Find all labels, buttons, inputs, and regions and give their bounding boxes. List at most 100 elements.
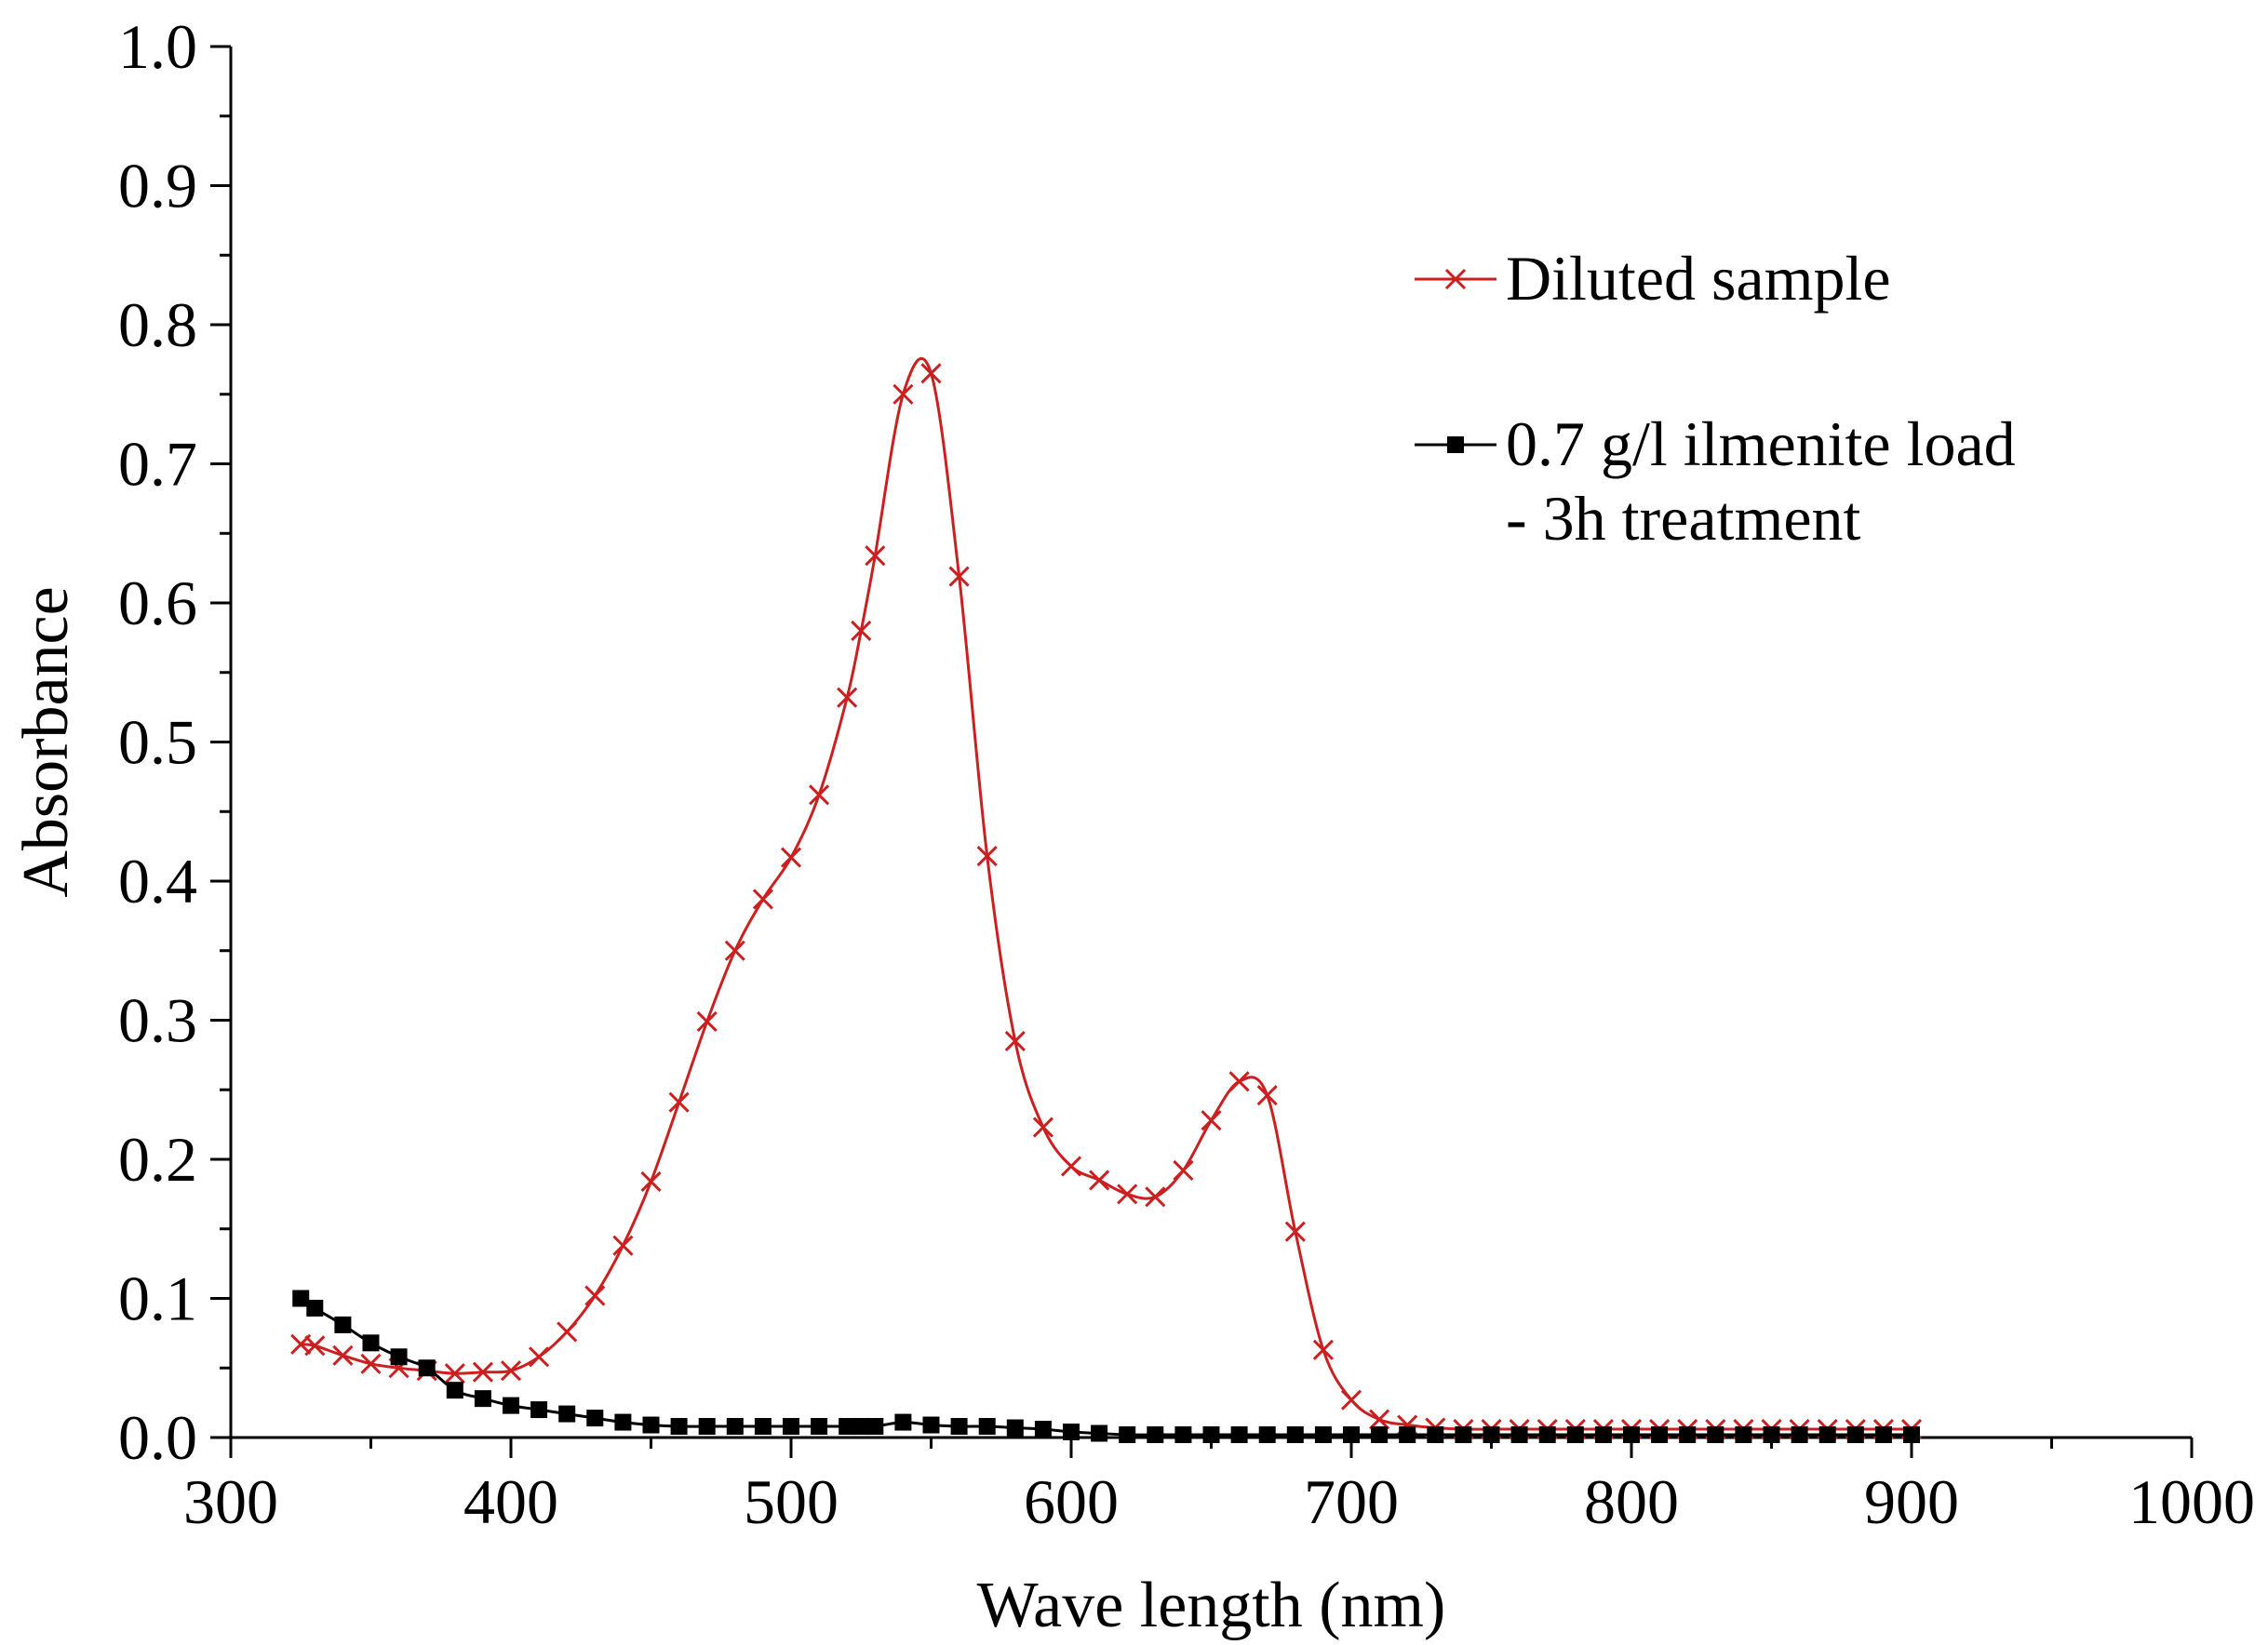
x-marker-point-stroke xyxy=(1228,1071,1250,1092)
x-marker-point-stroke xyxy=(837,687,858,708)
y-tick-label: 0.6 xyxy=(118,568,197,638)
x-marker-point-stroke xyxy=(1256,1085,1278,1106)
square-marker-point xyxy=(811,1418,828,1436)
x-marker-point-stroke xyxy=(948,566,970,587)
x-tick-label: 1000 xyxy=(2128,1466,2255,1537)
legend-label-ilmenite-line1: 0.7 g/l ilmenite load xyxy=(1506,408,2016,479)
square-marker-point xyxy=(614,1413,632,1431)
square-marker-point xyxy=(1258,1426,1276,1444)
x-marker-point-stroke xyxy=(1060,1156,1082,1177)
x-marker-point-stroke xyxy=(1032,1117,1053,1138)
square-marker-point xyxy=(1371,1426,1389,1444)
square-marker-point xyxy=(852,1418,870,1436)
x-marker-point xyxy=(640,1170,662,1192)
x-marker-point-stroke xyxy=(332,1344,354,1366)
x-marker-point-stroke xyxy=(1145,1186,1166,1208)
y-tick-label: 0.8 xyxy=(118,289,197,360)
x-marker-point xyxy=(1117,1184,1138,1205)
square-marker-point xyxy=(1623,1426,1640,1444)
square-marker-point xyxy=(894,1413,912,1431)
legend-x-marker xyxy=(1444,268,1467,290)
y-axis-title: Absorbance xyxy=(10,586,82,897)
x-marker-point xyxy=(851,620,872,641)
square-marker-point xyxy=(1679,1426,1697,1444)
x-marker-point-stroke xyxy=(1089,1170,1110,1191)
x-marker-point xyxy=(1340,1389,1362,1411)
square-marker-point xyxy=(978,1418,996,1436)
x-marker-point-stroke xyxy=(920,363,942,384)
square-marker-point xyxy=(446,1382,463,1399)
square-marker-point xyxy=(726,1418,744,1436)
square-marker-point xyxy=(1427,1426,1444,1444)
square-marker-point xyxy=(1538,1426,1556,1444)
x-marker-point xyxy=(332,1344,354,1366)
square-marker-point xyxy=(754,1418,772,1436)
square-marker-point xyxy=(1735,1426,1752,1444)
x-marker-point xyxy=(304,1335,326,1357)
x-marker-point-stroke xyxy=(1284,1221,1306,1242)
x-marker-point xyxy=(1312,1339,1334,1360)
x-marker-point-stroke xyxy=(360,1353,382,1374)
series-ilmenite-load xyxy=(292,1290,1920,1444)
x-marker-point-stroke xyxy=(304,1335,326,1357)
x-marker-point xyxy=(1173,1159,1194,1182)
square-marker-point xyxy=(530,1401,548,1419)
y-tick-label: 0.9 xyxy=(118,151,197,221)
x-axis-title: Wave length (nm) xyxy=(977,1570,1446,1641)
y-tick-label: 0.1 xyxy=(118,1264,197,1334)
x-marker-point xyxy=(1284,1221,1306,1242)
square-marker-point xyxy=(1594,1426,1612,1444)
x-marker-point xyxy=(668,1091,690,1113)
x-marker-point xyxy=(529,1346,550,1368)
y-tick-label: 0.4 xyxy=(118,846,197,916)
square-marker-point xyxy=(922,1416,940,1434)
square-marker-point xyxy=(1174,1426,1192,1444)
square-marker-point xyxy=(1903,1426,1920,1444)
square-marker-point xyxy=(1091,1424,1108,1442)
x-marker-point xyxy=(976,846,998,867)
x-marker-point xyxy=(1004,1030,1026,1051)
x-marker-point xyxy=(1032,1117,1053,1138)
square-marker-point xyxy=(866,1418,884,1436)
square-marker-point xyxy=(362,1334,380,1352)
y-tick-label: 0.5 xyxy=(118,707,197,778)
plot-series xyxy=(290,357,1923,1444)
x-marker-point xyxy=(837,687,858,708)
y-tick-label: 0.7 xyxy=(118,429,197,500)
square-marker-point xyxy=(1818,1426,1836,1444)
x-marker-point xyxy=(557,1321,578,1343)
x-marker-point xyxy=(696,1010,718,1033)
x-marker-point xyxy=(444,1363,465,1384)
x-marker-point-stroke xyxy=(1117,1184,1138,1205)
square-marker-point xyxy=(1147,1426,1164,1444)
x-marker-point xyxy=(1089,1170,1110,1191)
x-marker-point-stroke xyxy=(1201,1110,1222,1131)
square-marker-point xyxy=(390,1348,408,1366)
square-marker-point xyxy=(698,1418,716,1436)
square-marker-point xyxy=(1399,1426,1416,1444)
square-marker-point xyxy=(950,1418,968,1436)
square-marker-point xyxy=(1343,1426,1360,1444)
x-tick-label: 400 xyxy=(463,1466,558,1537)
x-marker-point xyxy=(612,1235,634,1256)
square-marker-point xyxy=(1874,1426,1892,1444)
y-tick-label: 1.0 xyxy=(118,11,197,82)
x-marker-point-stroke xyxy=(696,1010,718,1033)
y-tick-label: 0.0 xyxy=(118,1402,197,1473)
x-marker-point xyxy=(752,889,773,910)
x-marker-point xyxy=(1060,1156,1082,1177)
x-tick-label: 700 xyxy=(1304,1466,1399,1537)
square-marker-point xyxy=(642,1416,660,1434)
x-marker-point xyxy=(360,1353,382,1374)
square-marker-point xyxy=(1006,1419,1024,1437)
x-tick-label: 500 xyxy=(744,1466,839,1537)
x-marker-point xyxy=(584,1285,606,1306)
square-marker-point xyxy=(1314,1426,1332,1444)
square-marker-point xyxy=(558,1405,576,1423)
square-marker-point xyxy=(1286,1426,1304,1444)
x-marker-point xyxy=(724,940,745,961)
x-marker-point-stroke xyxy=(1004,1030,1026,1051)
x-marker-point-stroke xyxy=(851,620,872,641)
square-marker-point xyxy=(839,1418,856,1436)
